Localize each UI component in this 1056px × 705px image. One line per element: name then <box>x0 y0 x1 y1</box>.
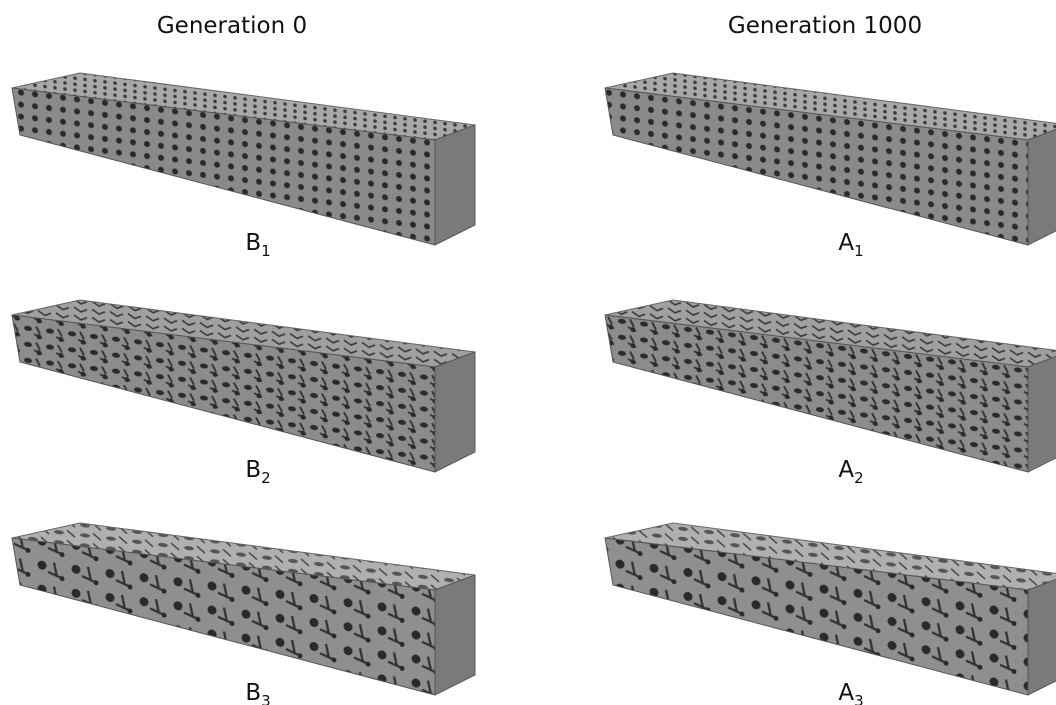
side-face <box>435 352 475 472</box>
side-face <box>435 575 475 695</box>
panel-subscript: 1 <box>854 242 864 260</box>
side-face <box>435 125 475 245</box>
column-title: Generation 1000 <box>728 13 922 39</box>
panel-letter: B <box>245 230 261 256</box>
panel-subscript: 1 <box>261 242 271 260</box>
panel-letter: B <box>245 680 261 705</box>
scaffold-render <box>12 523 475 695</box>
scaffold-render <box>605 300 1056 472</box>
panel-letter: A <box>838 230 854 256</box>
panel-letter: A <box>838 457 854 483</box>
panel-label: B1 <box>245 230 270 260</box>
scaffold-render <box>12 73 475 245</box>
figure: Generation 0B1B2B3Generation 1000A1A2A3 <box>0 0 1056 705</box>
side-face <box>1028 575 1056 695</box>
panel-label: B3 <box>245 680 270 705</box>
panel-subscript: 2 <box>854 469 864 487</box>
panel-letter: B <box>245 457 261 483</box>
panel-label: A3 <box>838 680 863 705</box>
panel-label: A2 <box>838 457 863 487</box>
scaffold-render <box>605 73 1056 245</box>
column-title: Generation 0 <box>157 13 307 39</box>
scaffold-render <box>605 523 1056 695</box>
panel-letter: A <box>838 680 854 705</box>
panel-subscript: 3 <box>261 692 271 705</box>
panel-label: B2 <box>245 457 270 487</box>
panel-label: A1 <box>838 230 863 260</box>
scaffold-render <box>12 300 475 472</box>
side-face <box>1028 125 1056 245</box>
panel-subscript: 3 <box>854 692 864 705</box>
panel-subscript: 2 <box>261 469 271 487</box>
side-face <box>1028 352 1056 472</box>
